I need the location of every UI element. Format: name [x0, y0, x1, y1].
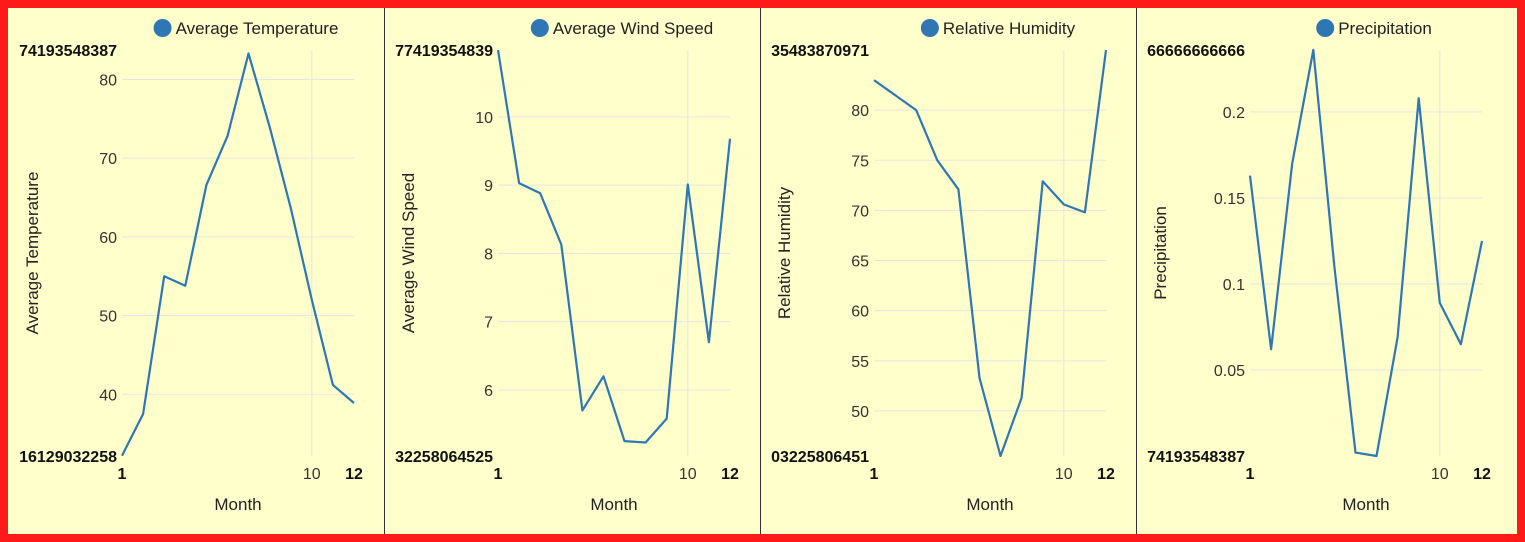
chart4-series-line: [1248, 48, 1484, 458]
chart3-y-tick-label: 50: [851, 404, 869, 421]
chart4-y-tick-label: 0.1: [1223, 277, 1245, 294]
chart4-y-max-label: 66666666666: [1147, 43, 1245, 60]
chart1-x-axis-title: Month: [214, 495, 261, 514]
chart4-x-min-label: 1: [1246, 466, 1255, 483]
chart2-legend-marker: [530, 19, 549, 37]
chart3-x-max-label: 12: [1097, 466, 1115, 483]
chart4-y-axis-title: Precipitation: [1151, 206, 1170, 300]
chart2-x-axis-title: Month: [590, 495, 637, 514]
chart1-legend-label: Average Temperature: [176, 19, 339, 38]
chart1-y-tick-label: 60: [99, 230, 117, 247]
chart2-y-min-label: 32258064525: [395, 449, 493, 466]
chart4-y-tick-label: 0.15: [1214, 191, 1245, 208]
chart3-legend-marker: [920, 19, 939, 37]
chart4-x-max-label: 12: [1473, 466, 1491, 483]
chart1-y-tick-label: 40: [99, 387, 117, 404]
chart2-y-axis-title: Average Wind Speed: [399, 173, 418, 333]
chart2-y-tick-label: 9: [484, 178, 493, 195]
chart1-legend: Average Temperature: [153, 19, 339, 38]
chart2-legend: Average Wind Speed: [530, 19, 713, 38]
chart1-y-axis-title: Average Temperature: [23, 172, 42, 335]
chart4-y-min-label: 74193548387: [1147, 449, 1245, 466]
chart3-x-min-label: 1: [870, 466, 879, 483]
chart4-x-axis-title: Month: [1342, 495, 1389, 514]
chart2-y-max-label: 77419354839: [395, 43, 493, 60]
chart1-series-line: [121, 52, 355, 457]
chart1-x-max-label: 12: [345, 466, 363, 483]
chart2-x-max-label: 12: [721, 466, 739, 483]
chart3-series-line: [873, 49, 1108, 458]
chart3-x-axis-title: Month: [966, 495, 1013, 514]
chart3-y-tick-label: 55: [851, 354, 869, 371]
chart3-legend-label: Relative Humidity: [943, 19, 1076, 38]
chart4-legend: Precipitation: [1316, 19, 1432, 38]
chart3-legend: Relative Humidity: [920, 19, 1076, 38]
chart4-x-tick-label: 10: [1431, 466, 1449, 483]
chart1-x-min-label: 1: [118, 466, 127, 483]
chart1-y-max-label: 74193548387: [19, 43, 117, 60]
chart2-y-tick-label: 10: [475, 110, 493, 127]
chart4-legend-label: Precipitation: [1338, 19, 1432, 38]
chart1-x-tick-label: 10: [303, 466, 321, 483]
chart2-series-line: [496, 49, 732, 444]
chart3-y-min-label: 03225806451: [771, 449, 869, 466]
chart2-y-tick-label: 6: [484, 383, 493, 400]
chart2-y-tick-label: 7: [484, 315, 493, 332]
chart1-legend-marker: [153, 19, 172, 37]
chart4-legend-marker: [1316, 19, 1335, 37]
chart3-y-tick-label: 65: [851, 254, 869, 271]
chart4-y-tick-label: 0.05: [1214, 363, 1245, 380]
chart2-legend-label: Average Wind Speed: [553, 19, 713, 38]
chart3-y-tick-label: 80: [851, 103, 869, 120]
chart1-y-min-label: 16129032258: [19, 449, 117, 466]
chart3-y-tick-label: 70: [851, 203, 869, 220]
chart1-y-tick-label: 80: [99, 72, 117, 89]
chart3-x-tick-label: 10: [1055, 466, 1073, 483]
chart1-y-tick-label: 50: [99, 309, 117, 326]
chart2-x-min-label: 1: [494, 466, 503, 483]
chart3-y-tick-label: 60: [851, 304, 869, 321]
chart4-y-tick-label: 0.2: [1223, 105, 1245, 122]
chart3-y-tick-label: 75: [851, 153, 869, 170]
chart2-y-tick-label: 8: [484, 246, 493, 263]
chart3-y-max-label: 35483870971: [771, 43, 869, 60]
chart1-y-tick-label: 70: [99, 151, 117, 168]
chart3-y-axis-title: Relative Humidity: [775, 186, 794, 319]
chart2-x-tick-label: 10: [679, 466, 697, 483]
